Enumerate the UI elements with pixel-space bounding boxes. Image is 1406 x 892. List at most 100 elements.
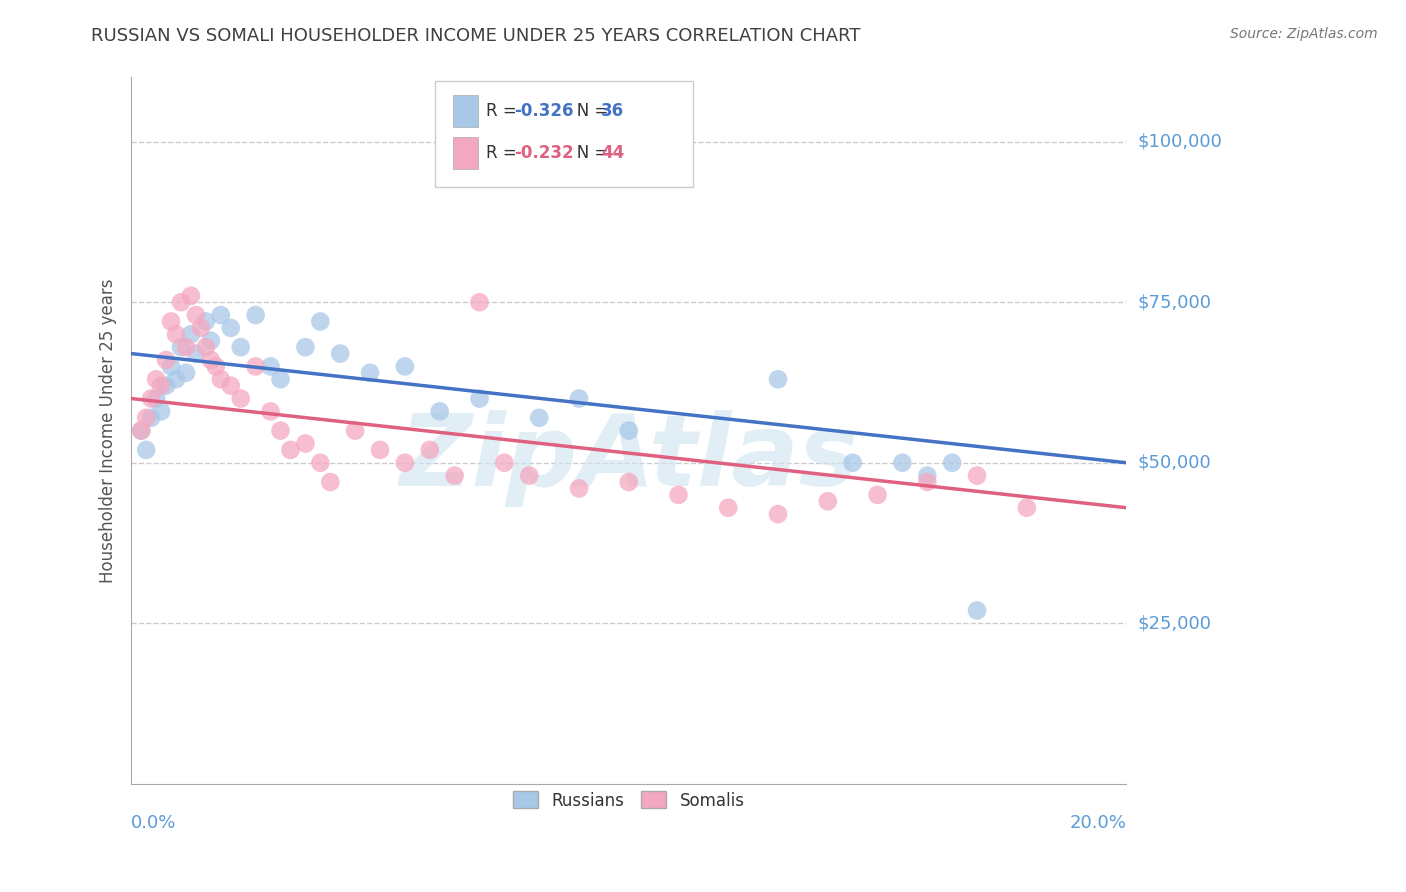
Point xyxy=(135,442,157,457)
Point xyxy=(280,442,302,457)
Text: 0.0%: 0.0% xyxy=(131,814,177,832)
Point xyxy=(219,378,242,392)
Point xyxy=(917,468,939,483)
Point xyxy=(160,314,183,328)
Point xyxy=(494,456,516,470)
Point xyxy=(219,321,242,335)
Text: RUSSIAN VS SOMALI HOUSEHOLDER INCOME UNDER 25 YEARS CORRELATION CHART: RUSSIAN VS SOMALI HOUSEHOLDER INCOME UND… xyxy=(91,27,860,45)
Text: $50,000: $50,000 xyxy=(1137,454,1211,472)
Point xyxy=(766,372,789,386)
Text: R =: R = xyxy=(486,102,523,120)
Point xyxy=(941,456,963,470)
Text: $100,000: $100,000 xyxy=(1137,133,1222,151)
Point xyxy=(309,314,332,328)
Point xyxy=(184,346,207,360)
Text: -0.232: -0.232 xyxy=(515,144,574,162)
Point xyxy=(229,392,252,406)
Point xyxy=(184,308,207,322)
Point xyxy=(145,392,167,406)
Point xyxy=(194,340,217,354)
Text: N =: N = xyxy=(561,144,614,162)
Point xyxy=(529,410,551,425)
Point xyxy=(394,456,416,470)
Point xyxy=(194,314,217,328)
Point xyxy=(359,366,381,380)
Point xyxy=(174,340,197,354)
Point xyxy=(155,378,177,392)
Legend: Russians, Somalis: Russians, Somalis xyxy=(505,783,752,818)
Point xyxy=(129,424,152,438)
Point xyxy=(309,456,332,470)
Point xyxy=(329,346,352,360)
Y-axis label: Householder Income Under 25 years: Householder Income Under 25 years xyxy=(100,278,117,582)
FancyBboxPatch shape xyxy=(453,95,478,127)
Point xyxy=(200,353,222,368)
Point xyxy=(1015,500,1038,515)
Point xyxy=(841,456,863,470)
Point xyxy=(135,410,157,425)
Point xyxy=(259,359,281,374)
Point xyxy=(917,475,939,489)
Point xyxy=(145,372,167,386)
Point xyxy=(866,488,889,502)
Point xyxy=(165,372,187,386)
Point xyxy=(966,603,988,617)
Point xyxy=(209,308,232,322)
Point xyxy=(294,436,316,450)
Point xyxy=(180,327,202,342)
Point xyxy=(891,456,914,470)
Text: $75,000: $75,000 xyxy=(1137,293,1212,311)
Text: R =: R = xyxy=(486,144,523,162)
Point xyxy=(668,488,690,502)
Point xyxy=(174,366,197,380)
Point xyxy=(319,475,342,489)
Point xyxy=(259,404,281,418)
Point xyxy=(150,378,173,392)
Point xyxy=(245,308,267,322)
Point xyxy=(966,468,988,483)
Point xyxy=(717,500,740,515)
Point xyxy=(200,334,222,348)
Point xyxy=(150,404,173,418)
Text: 36: 36 xyxy=(600,102,624,120)
Point xyxy=(517,468,540,483)
Point xyxy=(368,442,391,457)
Text: 44: 44 xyxy=(600,144,624,162)
Point xyxy=(209,372,232,386)
Point xyxy=(270,372,292,386)
Point xyxy=(419,442,441,457)
Point xyxy=(568,392,591,406)
Point xyxy=(229,340,252,354)
Text: 20.0%: 20.0% xyxy=(1070,814,1126,832)
Text: N =: N = xyxy=(561,102,614,120)
Point xyxy=(170,295,193,310)
Point xyxy=(617,424,640,438)
Point xyxy=(180,289,202,303)
Point xyxy=(429,404,451,418)
Point xyxy=(270,424,292,438)
Point xyxy=(294,340,316,354)
Point xyxy=(190,321,212,335)
Text: -0.326: -0.326 xyxy=(515,102,574,120)
Text: $25,000: $25,000 xyxy=(1137,615,1212,632)
Point xyxy=(129,424,152,438)
Point xyxy=(468,295,491,310)
Point xyxy=(141,410,163,425)
Point xyxy=(344,424,367,438)
Point xyxy=(245,359,267,374)
Point xyxy=(205,359,228,374)
Point xyxy=(394,359,416,374)
Point xyxy=(443,468,465,483)
FancyBboxPatch shape xyxy=(453,137,478,169)
Point xyxy=(766,507,789,521)
FancyBboxPatch shape xyxy=(434,81,693,187)
Point xyxy=(468,392,491,406)
Text: ZipAtlas: ZipAtlas xyxy=(399,410,859,508)
Point xyxy=(155,353,177,368)
Point xyxy=(160,359,183,374)
Text: Source: ZipAtlas.com: Source: ZipAtlas.com xyxy=(1230,27,1378,41)
Point xyxy=(617,475,640,489)
Point xyxy=(170,340,193,354)
Point xyxy=(817,494,839,508)
Point xyxy=(165,327,187,342)
